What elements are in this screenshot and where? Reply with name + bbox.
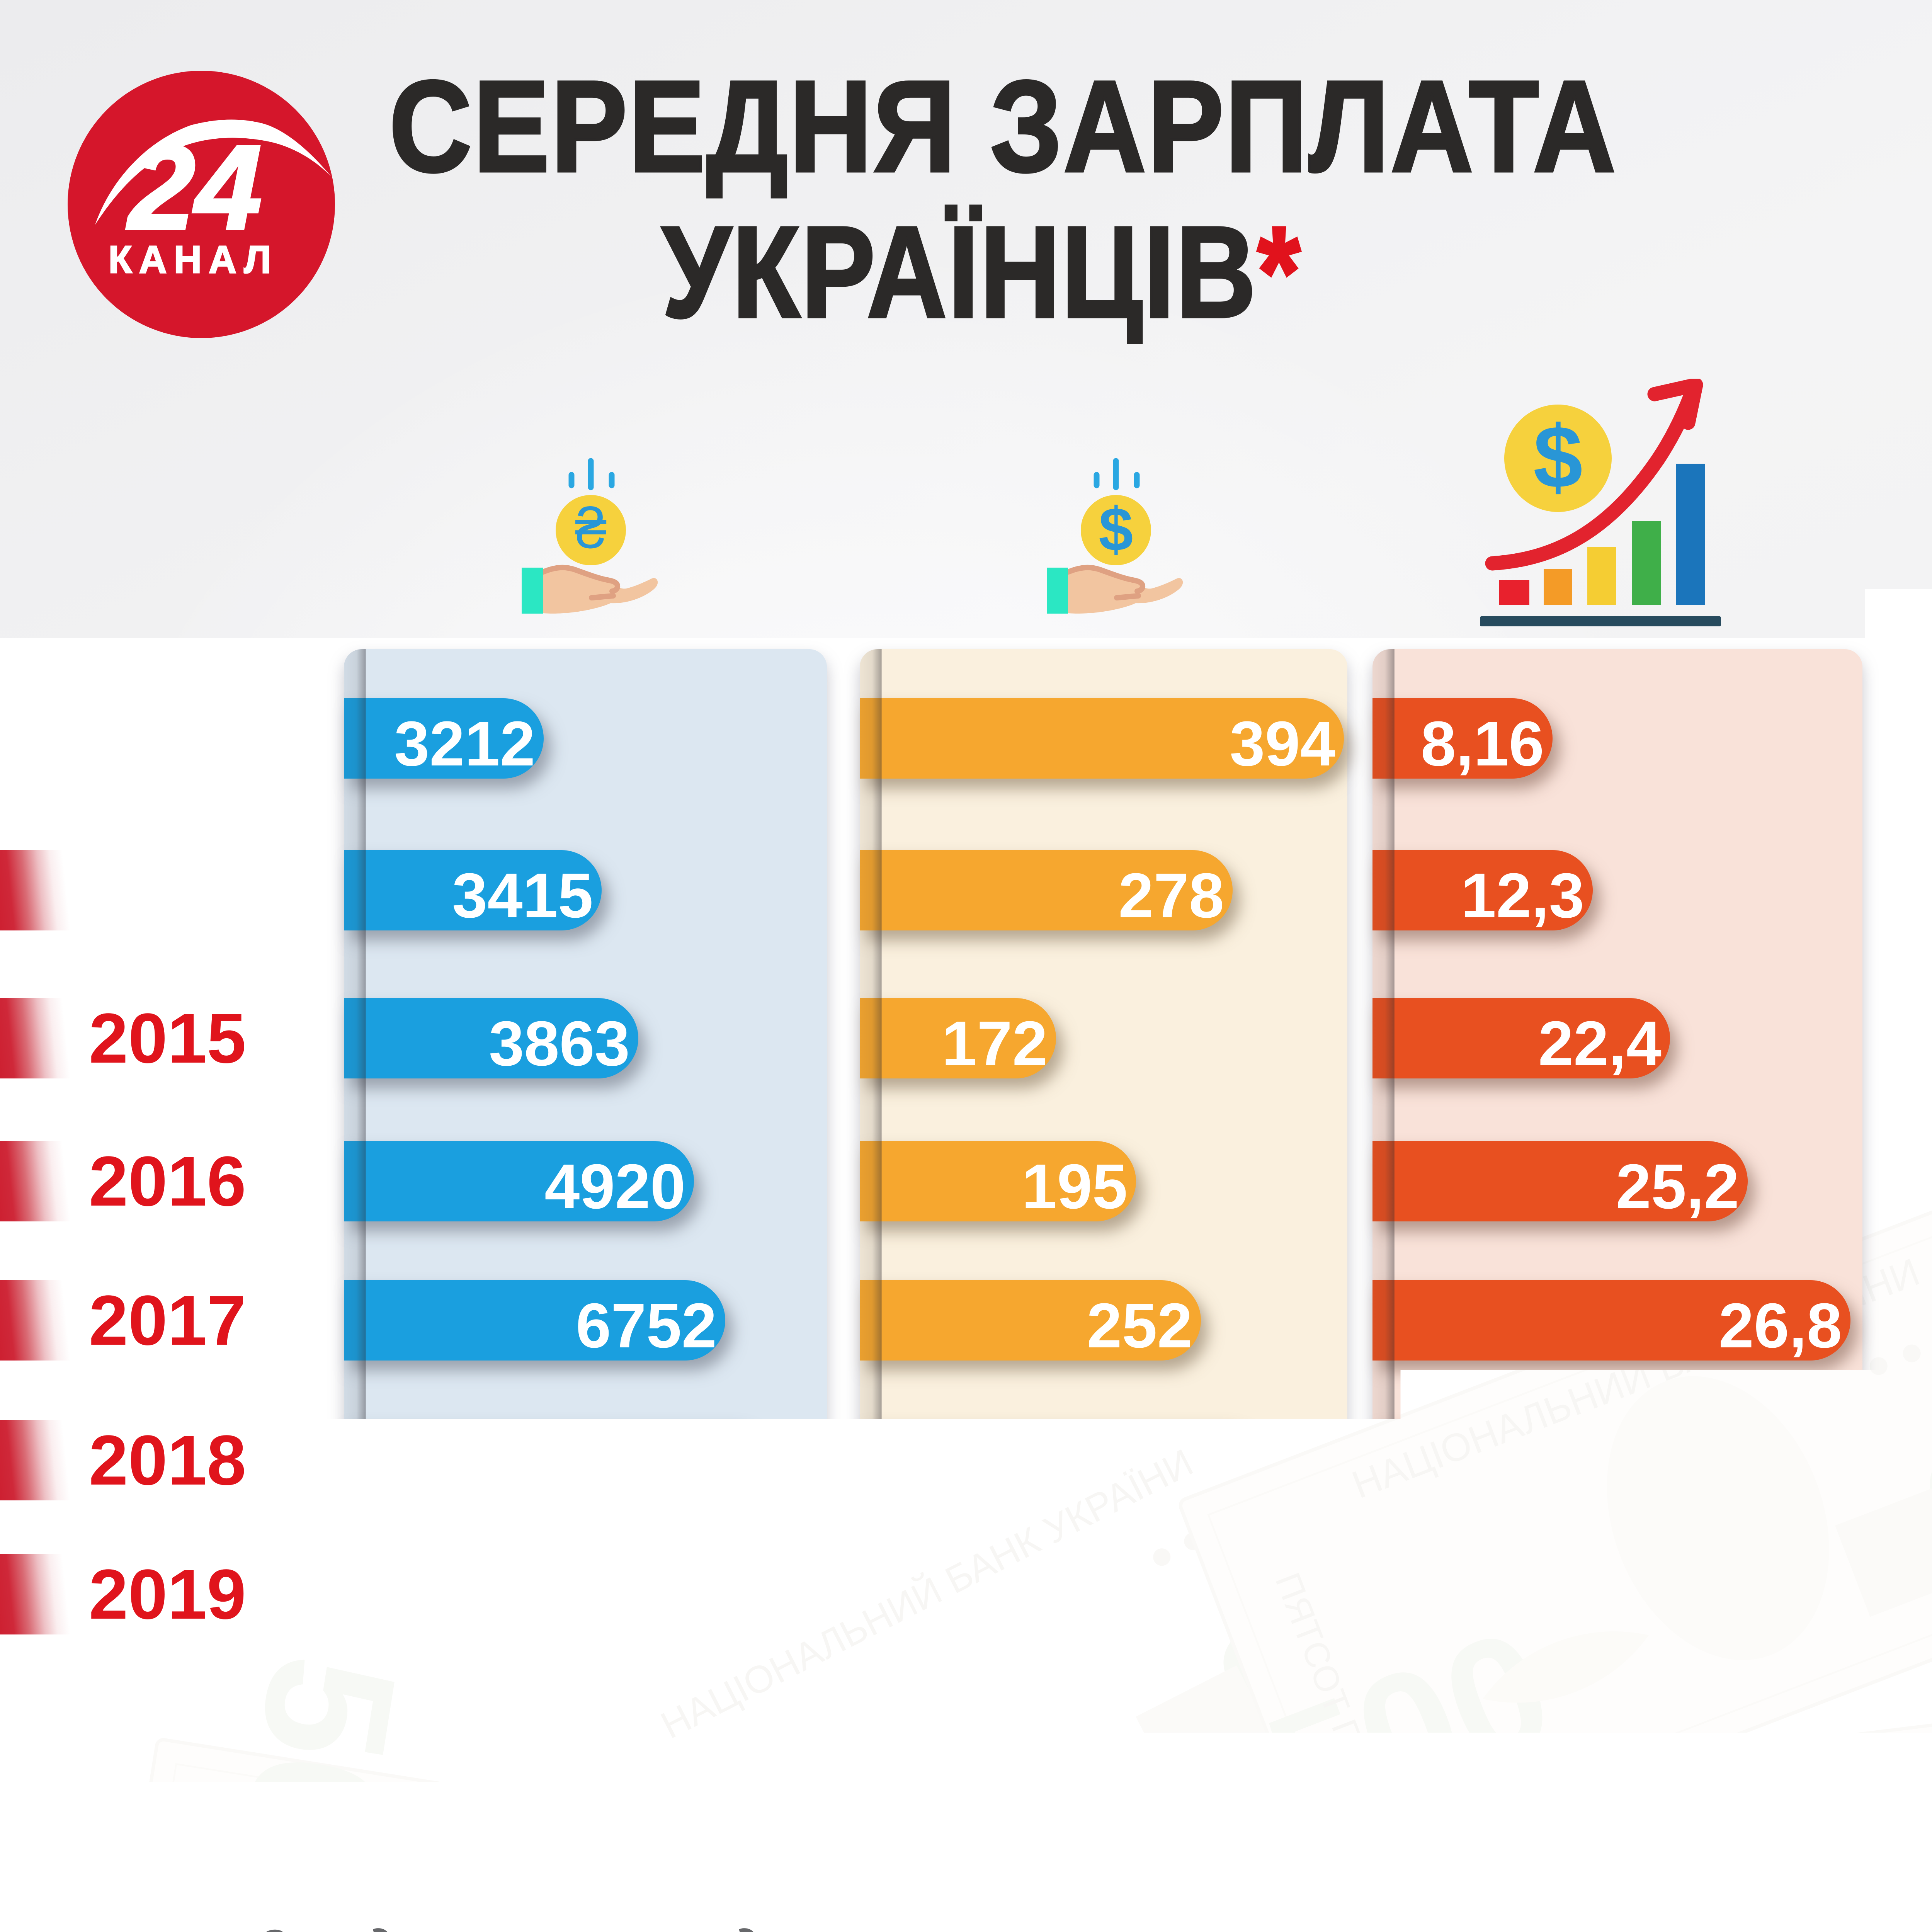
svg-text:$: $ [1533, 407, 1583, 507]
svg-text:₴: ₴ [575, 497, 607, 560]
svg-text:КАНАЛ: КАНАЛ [108, 238, 278, 281]
svg-text:$: $ [134, 1904, 155, 1932]
svg-text:24: 24 [127, 120, 262, 254]
svg-text:$: $ [1099, 495, 1133, 564]
svg-text:₴: ₴ [135, 1791, 154, 1830]
